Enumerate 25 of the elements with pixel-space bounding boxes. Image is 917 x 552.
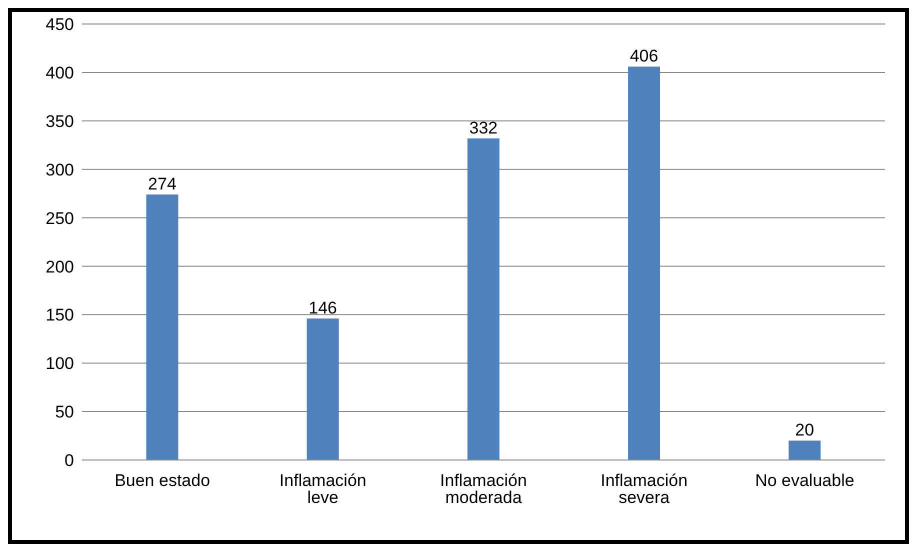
y-tick-label: 50 xyxy=(55,402,74,422)
data-label: 146 xyxy=(308,298,338,318)
x-tick-label: Inflamación moderada xyxy=(440,471,527,508)
y-tick-label: 450 xyxy=(46,15,74,34)
data-label: 406 xyxy=(630,46,658,66)
bar xyxy=(146,194,178,460)
bar xyxy=(306,318,339,460)
data-label: 332 xyxy=(469,118,498,138)
x-tick-label: Inflamación leve xyxy=(279,471,366,508)
bar xyxy=(467,138,500,460)
y-tick-label: 200 xyxy=(46,257,74,276)
data-label: 274 xyxy=(148,174,176,194)
y-tick-label: 0 xyxy=(64,451,74,470)
y-tick-label: 300 xyxy=(46,160,74,180)
x-tick-label: No evaluable xyxy=(755,471,854,490)
bar xyxy=(628,66,660,460)
x-tick-label: Inflamación severa xyxy=(600,471,688,508)
bar xyxy=(788,440,821,460)
data-label: 20 xyxy=(795,420,814,440)
x-tick-label: Buen estado xyxy=(114,471,210,490)
y-tick-label: 100 xyxy=(46,354,74,374)
y-tick-label: 150 xyxy=(46,306,74,325)
y-tick-label: 350 xyxy=(46,112,74,131)
y-tick-label: 250 xyxy=(46,208,74,228)
y-tick-label: 400 xyxy=(46,63,74,82)
